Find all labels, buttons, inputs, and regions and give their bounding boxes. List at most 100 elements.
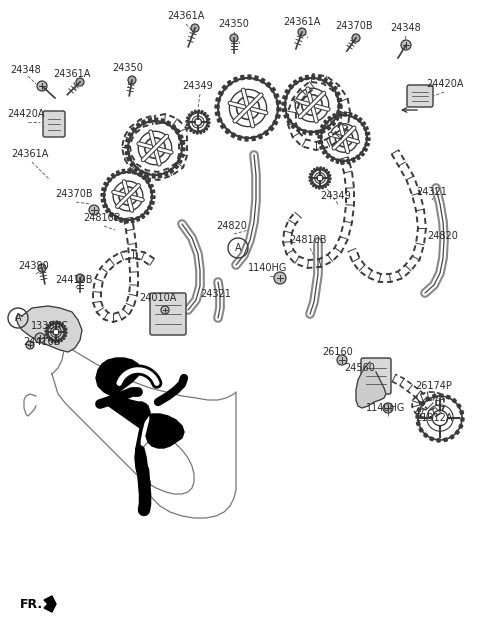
Polygon shape bbox=[191, 112, 193, 115]
Polygon shape bbox=[125, 146, 129, 148]
Polygon shape bbox=[419, 428, 423, 432]
Polygon shape bbox=[456, 430, 459, 435]
Polygon shape bbox=[328, 178, 331, 179]
Circle shape bbox=[302, 95, 322, 115]
Polygon shape bbox=[103, 204, 107, 208]
Polygon shape bbox=[158, 173, 162, 178]
Polygon shape bbox=[310, 173, 313, 176]
Polygon shape bbox=[423, 433, 428, 437]
Circle shape bbox=[38, 264, 46, 272]
Polygon shape bbox=[318, 141, 323, 144]
Polygon shape bbox=[116, 171, 120, 175]
Text: 24350: 24350 bbox=[113, 63, 144, 73]
Polygon shape bbox=[146, 179, 151, 183]
Polygon shape bbox=[269, 126, 274, 131]
Circle shape bbox=[35, 333, 45, 343]
Polygon shape bbox=[125, 151, 130, 154]
Text: 24361A: 24361A bbox=[283, 17, 321, 27]
Polygon shape bbox=[333, 113, 336, 118]
Polygon shape bbox=[222, 85, 227, 90]
Polygon shape bbox=[169, 169, 174, 173]
Polygon shape bbox=[322, 150, 327, 154]
Polygon shape bbox=[437, 439, 440, 442]
Polygon shape bbox=[338, 105, 342, 108]
Polygon shape bbox=[205, 115, 208, 118]
Polygon shape bbox=[311, 171, 314, 173]
Polygon shape bbox=[457, 404, 461, 408]
Text: A: A bbox=[235, 243, 241, 253]
Polygon shape bbox=[326, 172, 330, 174]
Polygon shape bbox=[240, 75, 244, 79]
Polygon shape bbox=[101, 199, 106, 202]
Polygon shape bbox=[190, 129, 192, 131]
Polygon shape bbox=[328, 174, 331, 176]
Polygon shape bbox=[416, 415, 419, 418]
Polygon shape bbox=[60, 323, 63, 326]
Polygon shape bbox=[337, 98, 342, 101]
Polygon shape bbox=[126, 219, 128, 223]
FancyBboxPatch shape bbox=[361, 358, 391, 394]
Polygon shape bbox=[56, 321, 58, 324]
Polygon shape bbox=[187, 117, 190, 119]
Text: 24420A: 24420A bbox=[7, 109, 45, 119]
Polygon shape bbox=[134, 167, 139, 171]
Circle shape bbox=[76, 78, 84, 86]
Polygon shape bbox=[309, 179, 312, 181]
Polygon shape bbox=[200, 131, 202, 134]
Polygon shape bbox=[155, 118, 158, 122]
Polygon shape bbox=[459, 424, 463, 428]
Polygon shape bbox=[58, 340, 60, 343]
Polygon shape bbox=[59, 322, 60, 325]
Polygon shape bbox=[24, 394, 36, 416]
Polygon shape bbox=[324, 185, 326, 188]
Polygon shape bbox=[450, 435, 454, 439]
Polygon shape bbox=[288, 84, 293, 89]
Polygon shape bbox=[321, 124, 325, 128]
Polygon shape bbox=[136, 217, 140, 221]
Polygon shape bbox=[206, 119, 210, 121]
Circle shape bbox=[352, 34, 360, 42]
Polygon shape bbox=[321, 128, 325, 133]
Polygon shape bbox=[47, 324, 50, 328]
Circle shape bbox=[128, 76, 136, 84]
Circle shape bbox=[216, 76, 280, 140]
Text: 24361A: 24361A bbox=[12, 149, 48, 159]
Polygon shape bbox=[148, 206, 152, 210]
Polygon shape bbox=[46, 328, 49, 329]
Polygon shape bbox=[266, 82, 271, 87]
Polygon shape bbox=[47, 336, 49, 338]
Polygon shape bbox=[315, 130, 319, 135]
Polygon shape bbox=[444, 438, 447, 442]
Circle shape bbox=[102, 170, 154, 222]
Circle shape bbox=[37, 81, 47, 91]
Polygon shape bbox=[327, 181, 330, 183]
Polygon shape bbox=[177, 159, 182, 163]
Polygon shape bbox=[161, 119, 164, 123]
Polygon shape bbox=[336, 92, 340, 96]
Polygon shape bbox=[64, 329, 67, 331]
Polygon shape bbox=[143, 175, 147, 179]
Polygon shape bbox=[64, 332, 67, 333]
Circle shape bbox=[126, 119, 184, 177]
Polygon shape bbox=[132, 128, 136, 132]
Polygon shape bbox=[164, 171, 168, 176]
Text: 24370B: 24370B bbox=[55, 189, 93, 199]
Polygon shape bbox=[141, 214, 145, 219]
Circle shape bbox=[309, 167, 331, 189]
Polygon shape bbox=[216, 98, 220, 101]
Polygon shape bbox=[261, 78, 265, 83]
Polygon shape bbox=[323, 167, 324, 171]
Polygon shape bbox=[254, 76, 258, 80]
Polygon shape bbox=[175, 129, 180, 134]
Polygon shape bbox=[312, 184, 315, 187]
Polygon shape bbox=[258, 134, 262, 139]
Polygon shape bbox=[128, 169, 131, 173]
Polygon shape bbox=[430, 437, 433, 441]
Polygon shape bbox=[352, 158, 355, 162]
Polygon shape bbox=[283, 96, 287, 99]
Circle shape bbox=[186, 110, 210, 134]
Polygon shape bbox=[417, 408, 421, 412]
Text: 24361A: 24361A bbox=[53, 69, 91, 79]
Polygon shape bbox=[48, 338, 51, 341]
Text: 24420A: 24420A bbox=[426, 79, 464, 89]
